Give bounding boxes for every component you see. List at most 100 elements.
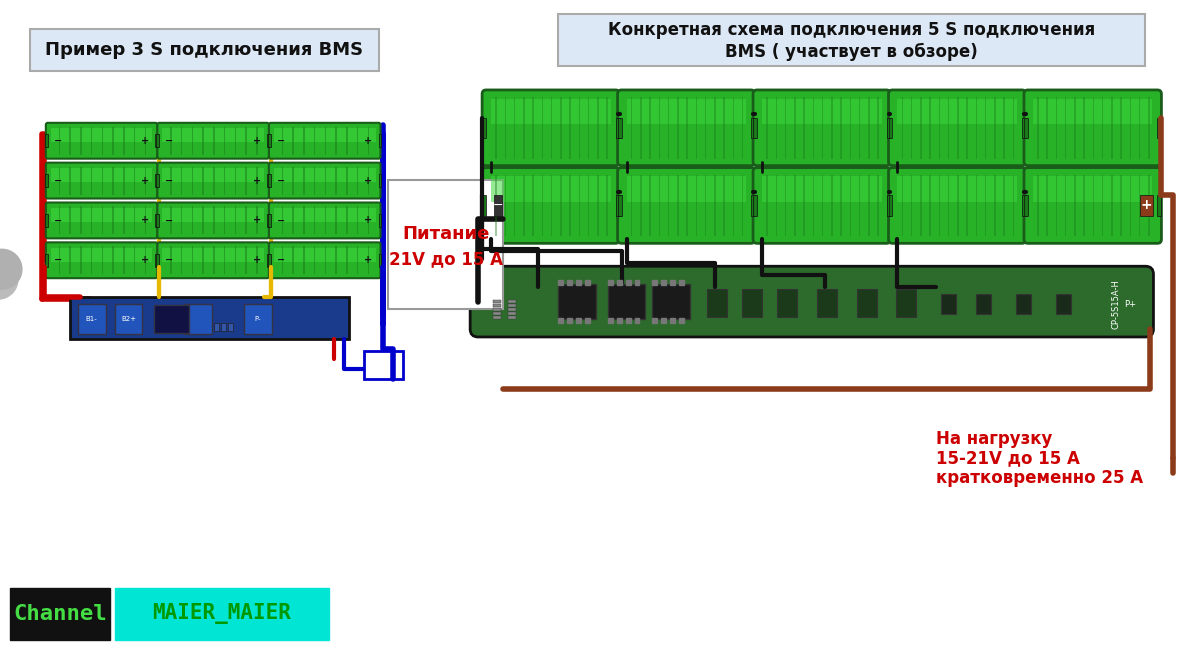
Bar	[303, 167, 305, 194]
Bar	[495, 97, 496, 159]
FancyBboxPatch shape	[482, 167, 620, 243]
Bar	[794, 175, 795, 237]
Bar	[336, 246, 337, 274]
Bar	[347, 206, 348, 235]
Bar	[80, 127, 82, 155]
Bar	[347, 127, 348, 155]
Bar	[813, 175, 814, 237]
Bar	[181, 246, 182, 274]
Bar	[347, 167, 348, 194]
Bar	[267, 254, 270, 267]
Bar	[273, 208, 375, 222]
Bar	[235, 127, 236, 155]
Bar	[911, 175, 912, 237]
FancyBboxPatch shape	[157, 163, 269, 198]
Bar	[634, 318, 639, 323]
Bar	[388, 180, 504, 309]
Bar	[1065, 175, 1066, 237]
Bar	[1092, 175, 1095, 237]
Bar	[170, 127, 171, 155]
Bar	[1092, 97, 1095, 159]
Bar	[181, 167, 182, 194]
Bar	[273, 128, 375, 142]
Bar	[1139, 195, 1153, 215]
Bar	[1022, 118, 1026, 138]
Bar	[44, 174, 48, 187]
Bar	[192, 246, 193, 274]
Bar	[514, 97, 516, 159]
Bar	[662, 280, 667, 285]
Bar	[70, 246, 71, 274]
Bar	[224, 127, 225, 155]
Bar	[821, 175, 824, 237]
Bar	[1047, 175, 1048, 237]
Text: Питание: Питание	[402, 225, 489, 243]
Bar	[1139, 175, 1140, 237]
Bar	[567, 318, 572, 323]
FancyBboxPatch shape	[888, 90, 1026, 165]
Bar	[213, 246, 215, 274]
Bar	[1149, 97, 1150, 159]
Bar	[325, 206, 326, 235]
Bar	[347, 246, 348, 274]
Bar	[325, 246, 326, 274]
Bar	[677, 175, 679, 237]
Bar	[91, 167, 92, 194]
Bar	[245, 304, 272, 334]
Bar	[742, 175, 743, 237]
Bar	[813, 97, 814, 159]
Bar	[235, 246, 236, 274]
Bar	[850, 175, 851, 237]
Bar	[235, 206, 236, 235]
Bar	[1074, 175, 1076, 237]
Circle shape	[0, 259, 18, 299]
Bar	[763, 177, 881, 202]
Bar	[957, 97, 959, 159]
Bar	[858, 175, 860, 237]
Text: −: −	[277, 215, 285, 225]
Bar	[607, 175, 608, 237]
Bar	[113, 246, 114, 274]
Bar	[1157, 195, 1162, 215]
Bar	[715, 175, 716, 237]
Bar	[1139, 97, 1140, 159]
Bar	[640, 175, 641, 237]
Bar	[558, 280, 562, 285]
Bar	[293, 206, 294, 235]
Text: −: −	[277, 175, 285, 186]
Bar	[1111, 97, 1113, 159]
Bar	[634, 280, 639, 285]
Bar	[856, 289, 876, 317]
Bar	[650, 97, 651, 159]
Bar	[357, 246, 359, 274]
Bar	[1065, 97, 1066, 159]
Bar	[70, 206, 71, 235]
Bar	[948, 97, 950, 159]
Bar	[314, 167, 315, 194]
Bar	[379, 174, 381, 187]
Bar	[607, 97, 608, 159]
Bar	[314, 246, 315, 274]
Bar	[766, 175, 767, 237]
Bar	[670, 318, 675, 323]
Bar	[203, 206, 204, 235]
Bar	[336, 167, 337, 194]
Bar	[1016, 294, 1031, 314]
Bar	[203, 127, 204, 155]
Bar	[493, 316, 501, 319]
Bar	[203, 167, 204, 194]
Bar	[831, 97, 832, 159]
Bar	[994, 175, 995, 237]
Bar	[723, 175, 724, 237]
Bar	[80, 167, 82, 194]
Bar	[156, 134, 158, 147]
Bar	[224, 167, 225, 194]
Bar	[224, 206, 225, 235]
Bar	[170, 167, 171, 194]
Bar	[668, 97, 669, 159]
Bar	[680, 318, 685, 323]
Bar	[966, 175, 968, 237]
Bar	[733, 175, 734, 237]
Text: Пример 3 S подключения BMS: Пример 3 S подключения BMS	[46, 41, 363, 59]
Text: +: +	[364, 215, 373, 225]
